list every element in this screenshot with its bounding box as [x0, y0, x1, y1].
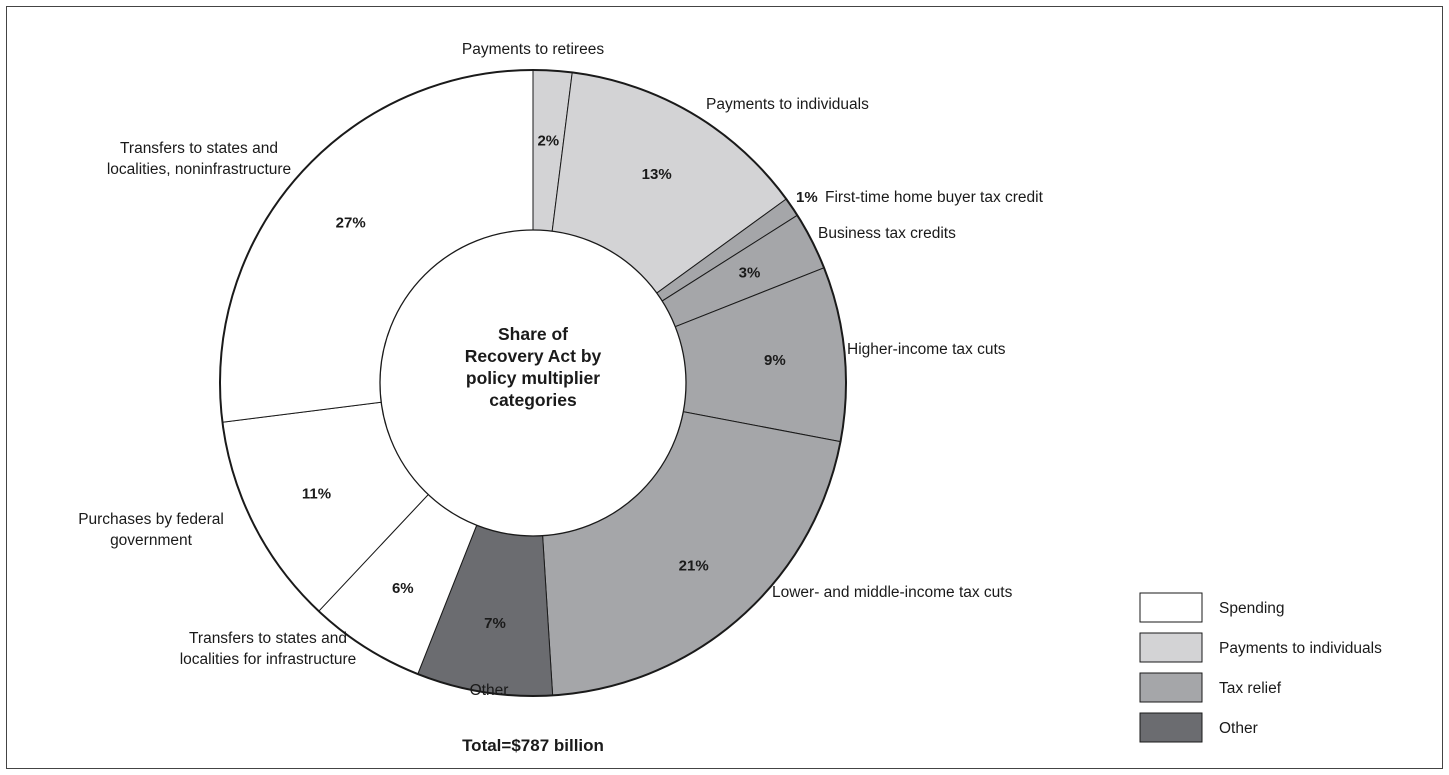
- slice-pct-transfers-to-states-and-localities-noninfrastructure: 27%: [336, 214, 366, 231]
- slice-label-transfers-noninfrastructure: Transfers to states and localities, nonin…: [107, 140, 291, 178]
- slice-pct-payments-to-retirees: 2%: [537, 133, 559, 150]
- slice-label-payments-to-individuals: Payments to individuals: [706, 96, 869, 113]
- slice-pct-other: 7%: [484, 615, 506, 632]
- slice-pct-business-tax-credits: 3%: [739, 265, 761, 282]
- legend-label-payments-to-individuals: Payments to individuals: [1219, 640, 1382, 657]
- legend-swatch-other: [1139, 712, 1203, 743]
- slice-label-other: Other: [470, 682, 509, 699]
- legend-swatch-tax-relief: [1139, 672, 1203, 703]
- center-title: Share of Recovery Act by policy multiplier…: [465, 324, 602, 410]
- legend-label-spending: Spending: [1219, 600, 1285, 617]
- slice-label-business-tax-credits: Business tax credits: [818, 225, 956, 242]
- slice-pct-first-time-home-buyer: 1%: [796, 189, 818, 206]
- slice-label-purchases-federal: Purchases by federal government: [78, 511, 224, 549]
- slice-pct-payments-to-individuals: 13%: [642, 166, 672, 183]
- slice-label-payments-to-retirees: Payments to retirees: [462, 41, 604, 58]
- legend-label-tax-relief: Tax relief: [1219, 680, 1282, 697]
- slice-label-lower-middle-income-tax-cuts: Lower- and middle-income tax cuts: [772, 584, 1013, 601]
- slice-label-higher-income-tax-cuts: Higher-income tax cuts: [847, 341, 1006, 358]
- legend-swatch-payments-to-individuals: [1139, 632, 1203, 663]
- slice-pct-purchases-by-federal-government: 11%: [302, 485, 331, 502]
- outer-ring: [219, 69, 847, 697]
- chart-frame: [6, 6, 1443, 769]
- slice-pct-higher-income-tax-cuts: 9%: [764, 352, 786, 369]
- slice-label-first-time-home-buyer: First-time home buyer tax credit: [825, 189, 1044, 206]
- total-label: Total=$787 billion: [462, 736, 604, 755]
- percent-label-group: 2% 13% 3% 9% 21% 7% 6% 11% 27%: [302, 133, 786, 633]
- slice-pct-transfers-to-states-and-localities-for-infrastructure: 6%: [392, 580, 414, 597]
- legend: Spending Payments to individuals Tax rel…: [1139, 592, 1382, 743]
- legend-label-other: Other: [1219, 720, 1258, 737]
- legend-swatch-spending: [1139, 592, 1203, 623]
- slice-pct-lower-and-middle-income-tax-cuts: 21%: [679, 557, 709, 574]
- slice-label-transfers-infrastructure: Transfers to states and localities for in…: [180, 630, 357, 668]
- center-hole: [379, 229, 687, 537]
